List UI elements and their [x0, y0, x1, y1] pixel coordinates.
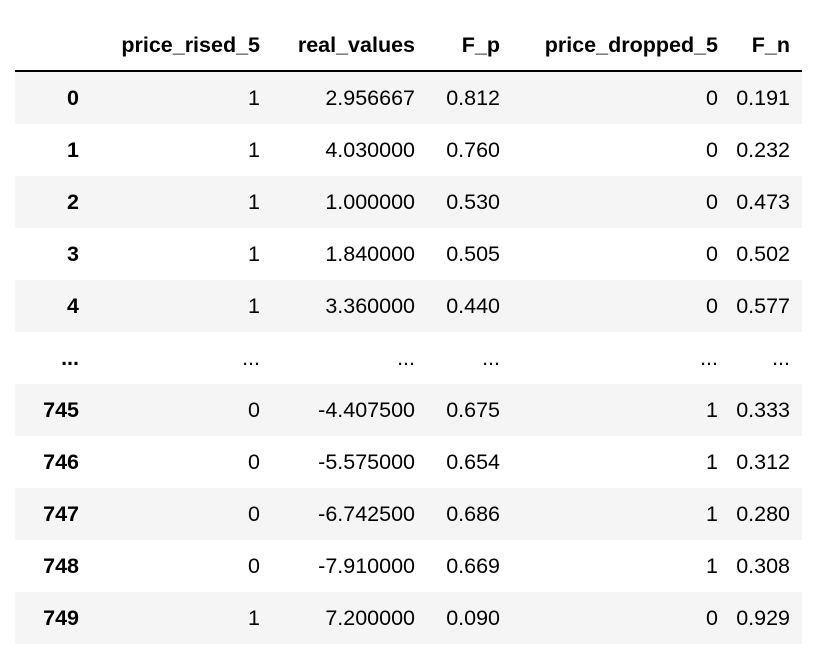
table-row: 0 1 2.956667 0.812 0 0.191: [15, 71, 802, 124]
cell-price-rised-5: 1: [248, 85, 260, 110]
column-header-index: [15, 20, 93, 72]
cell-price-rised-5: 1: [248, 137, 260, 162]
cell-f-n: 0.232: [736, 137, 790, 162]
table-row: ..................: [15, 332, 802, 384]
cell-real-values: -6.742500: [318, 501, 415, 526]
table-row: 748 0 -7.910000 0.669 1 0.308: [15, 540, 802, 592]
row-index: ...: [61, 345, 79, 370]
cell-f-p: 0.675: [446, 397, 500, 422]
cell-price-rised-5: 0: [248, 553, 260, 578]
cell-f-p: 0.530: [446, 189, 500, 214]
cell-price-rised-5: 0: [248, 501, 260, 526]
header-row: price_rised_5 real_values F_p price_drop…: [15, 20, 802, 72]
cell-f-p: 0.440: [446, 293, 500, 318]
cell-price-rised-5: 1: [248, 189, 260, 214]
row-index: 749: [43, 605, 79, 630]
cell-f-n: 0.473: [736, 189, 790, 214]
cell-price-dropped-5: ...: [700, 345, 718, 370]
cell-price-rised-5: 0: [248, 397, 260, 422]
row-index: 2: [67, 189, 79, 214]
column-header-price-dropped-5: price_dropped_5: [512, 20, 730, 72]
dataframe-output: price_rised_5 real_values F_p price_drop…: [15, 20, 802, 644]
table-row: 745 0 -4.407500 0.675 1 0.333: [15, 384, 802, 436]
table-body: 0 1 2.956667 0.812 0 0.191 1 1 4.030000 0.760 0 0.2…: [15, 71, 802, 644]
table-header: price_rised_5 real_values F_p price_drop…: [15, 20, 802, 72]
cell-real-values: 7.200000: [325, 605, 415, 630]
cell-f-n: 0.333: [736, 397, 790, 422]
cell-f-n: ...: [772, 345, 790, 370]
cell-price-dropped-5: 1: [706, 449, 718, 474]
cell-price-rised-5: 1: [248, 605, 260, 630]
cell-price-rised-5: ...: [242, 345, 260, 370]
cell-real-values: 4.030000: [325, 137, 415, 162]
row-index: 747: [43, 501, 79, 526]
table-row: 3 1 1.840000 0.505 0 0.502: [15, 228, 802, 280]
cell-price-rised-5: 1: [248, 293, 260, 318]
row-index: 4: [67, 293, 79, 318]
cell-f-p: 0.669: [446, 553, 500, 578]
column-header-f-p: F_p: [427, 20, 512, 72]
cell-f-n: 0.502: [736, 241, 790, 266]
column-header-real-values: real_values: [272, 20, 427, 72]
row-index: 746: [43, 449, 79, 474]
cell-f-p: 0.812: [446, 85, 500, 110]
column-header-f-n: F_n: [730, 20, 802, 72]
cell-f-p: ...: [482, 345, 500, 370]
cell-real-values: 2.956667: [325, 85, 415, 110]
cell-price-dropped-5: 0: [706, 189, 718, 214]
row-index: 1: [67, 137, 79, 162]
table-row: 2 1 1.000000 0.530 0 0.473: [15, 176, 802, 228]
cell-f-p: 0.654: [446, 449, 500, 474]
cell-f-n: 0.280: [736, 501, 790, 526]
cell-real-values: -5.575000: [318, 449, 415, 474]
cell-real-values: 1.840000: [325, 241, 415, 266]
cell-real-values: 3.360000: [325, 293, 415, 318]
cell-f-n: 0.191: [736, 85, 790, 110]
row-index: 3: [67, 241, 79, 266]
cell-f-n: 0.312: [736, 449, 790, 474]
row-index: 745: [43, 397, 79, 422]
table-row: 746 0 -5.575000 0.654 1 0.312: [15, 436, 802, 488]
row-index: 748: [43, 553, 79, 578]
table-row: 747 0 -6.742500 0.686 1 0.280: [15, 488, 802, 540]
cell-price-dropped-5: 1: [706, 397, 718, 422]
table-row: 4 1 3.360000 0.440 0 0.577: [15, 280, 802, 332]
cell-f-p: 0.760: [446, 137, 500, 162]
cell-f-n: 0.308: [736, 553, 790, 578]
cell-real-values: 1.000000: [325, 189, 415, 214]
cell-price-rised-5: 1: [248, 241, 260, 266]
cell-f-n: 0.577: [736, 293, 790, 318]
cell-real-values: ...: [397, 345, 415, 370]
cell-price-rised-5: 0: [248, 449, 260, 474]
cell-real-values: -4.407500: [318, 397, 415, 422]
table-row: 1 1 4.030000 0.760 0 0.232: [15, 124, 802, 176]
table-row: 749 1 7.200000 0.090 0 0.929: [15, 592, 802, 644]
cell-price-dropped-5: 0: [706, 241, 718, 266]
cell-price-dropped-5: 1: [706, 553, 718, 578]
cell-price-dropped-5: 0: [706, 605, 718, 630]
cell-f-p: 0.686: [446, 501, 500, 526]
row-index: 0: [67, 85, 79, 110]
dataframe-table: price_rised_5 real_values F_p price_drop…: [15, 20, 802, 644]
cell-f-n: 0.929: [736, 605, 790, 630]
cell-f-p: 0.090: [446, 605, 500, 630]
cell-price-dropped-5: 0: [706, 85, 718, 110]
cell-f-p: 0.505: [446, 241, 500, 266]
cell-price-dropped-5: 0: [706, 137, 718, 162]
cell-price-dropped-5: 0: [706, 293, 718, 318]
cell-real-values: -7.910000: [318, 553, 415, 578]
column-header-price-rised-5: price_rised_5: [93, 20, 272, 72]
cell-price-dropped-5: 1: [706, 501, 718, 526]
